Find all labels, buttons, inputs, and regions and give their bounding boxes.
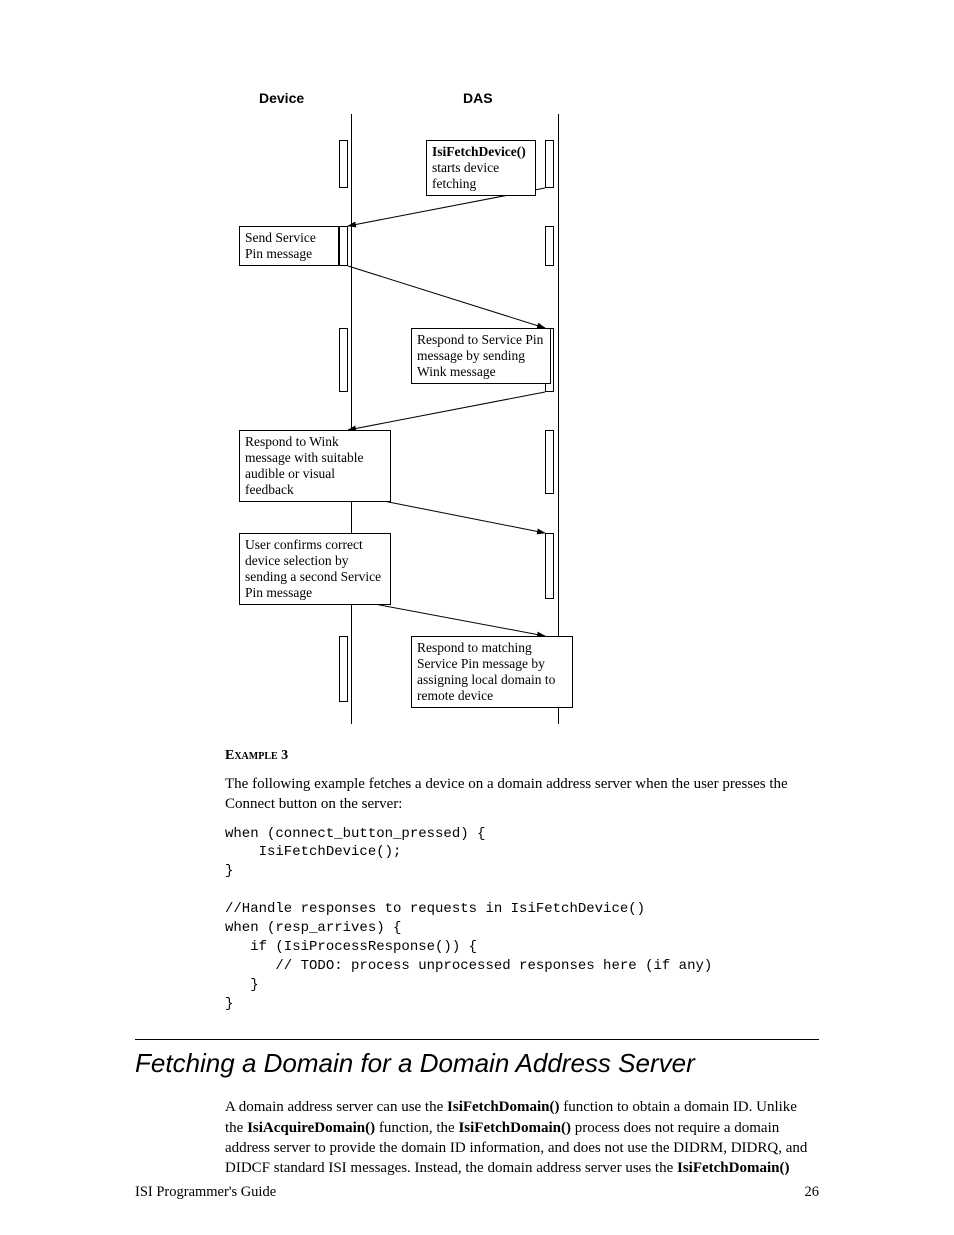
box-confirm-selection: User confirms correct device selection b… [239, 533, 391, 605]
footer-page-number: 26 [805, 1184, 820, 1201]
code-block: when (connect_button_pressed) { IsiFetch… [225, 825, 819, 1014]
page-footer: ISI Programmer's Guide 26 [135, 1184, 819, 1201]
sequence-diagram: Device DAS IsiF [135, 90, 819, 730]
example-label: Example 3 [225, 748, 819, 764]
section-paragraph: A domain address server can use the IsiF… [225, 1097, 819, 1178]
footer-left: ISI Programmer's Guide [135, 1184, 276, 1201]
page: Device DAS IsiF [0, 0, 954, 1235]
box-respond-feedback: Respond to Wink message with suitable au… [239, 430, 391, 502]
box-assign-domain: Respond to matching Service Pin message … [411, 636, 573, 708]
example-text: The following example fetches a device o… [225, 774, 819, 815]
section-title: Fetching a Domain for a Domain Address S… [135, 1048, 819, 1079]
box-send-service-pin: Send Service Pin message [239, 226, 339, 266]
section-divider [135, 1039, 819, 1040]
box-respond-wink: Respond to Service Pin message by sendin… [411, 328, 551, 384]
box-isifetchdevice: IsiFetchDevice() starts device fetching [426, 140, 536, 196]
